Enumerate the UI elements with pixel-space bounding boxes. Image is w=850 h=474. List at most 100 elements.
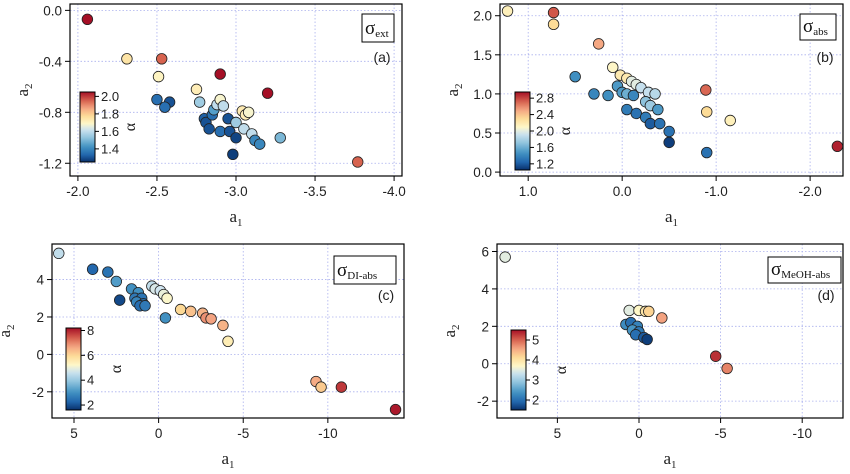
y-tick-label: -2	[32, 385, 44, 400]
data-point	[152, 70, 165, 83]
colorbar-gradient	[65, 327, 82, 411]
data-point	[641, 333, 653, 346]
y-axis-label-subscript: 2	[5, 324, 17, 330]
data-point	[214, 125, 226, 138]
colorbar-gradient	[79, 91, 96, 163]
data-point	[254, 138, 266, 150]
y-tick-label: -2	[477, 394, 489, 409]
data-point	[701, 146, 713, 159]
colorbar-tick-label: 2.4	[536, 107, 554, 122]
data-point	[602, 89, 614, 102]
data-point	[700, 84, 712, 96]
x-tick-label: -10	[792, 426, 812, 441]
data-point	[588, 88, 600, 100]
data-point	[663, 136, 675, 149]
data-point	[721, 362, 733, 375]
data-point	[139, 300, 151, 312]
data-point	[214, 68, 226, 80]
x-tick-label: 5	[70, 426, 78, 441]
data-point	[227, 148, 239, 161]
x-tick-label: -5	[237, 426, 249, 441]
data-point	[652, 103, 664, 116]
colorbar-tick-label: 2	[87, 398, 94, 413]
data-point	[222, 335, 234, 347]
x-tick-label: -5	[715, 426, 727, 441]
y-axis-label-subscript: 2	[453, 83, 465, 89]
data-point	[151, 93, 163, 106]
colorbar-tick-label: 4	[532, 353, 539, 368]
series-label-subscript: abs	[813, 26, 828, 38]
x-axis-label-subscript: 1	[673, 217, 679, 229]
panel-letter: (a)	[373, 49, 390, 65]
colorbar-title: α	[557, 126, 574, 135]
series-label-subscript: DI-abs	[347, 270, 377, 282]
colorbar-tick-label: 1.6	[101, 124, 119, 139]
data-point	[352, 156, 364, 168]
y-axis-label: a2	[13, 83, 35, 96]
series-label-box	[799, 13, 837, 41]
colorbar-tick-label: 2.8	[536, 91, 554, 106]
data-point	[627, 89, 640, 102]
y-tick-label: -1.2	[39, 156, 62, 171]
y-tick-label: -0.8	[39, 105, 62, 120]
series-label-box	[361, 13, 395, 43]
colorbar-tick-label: 4	[87, 373, 94, 388]
data-point	[547, 6, 560, 19]
data-points	[499, 251, 733, 375]
y-tick-label: 0.5	[473, 126, 492, 141]
colorbar-tick-label: 2	[532, 393, 539, 408]
plot-frame	[51, 243, 405, 419]
y-axis-label-subscript: 2	[450, 324, 462, 330]
y-axis-label: a2	[443, 83, 465, 96]
data-point	[113, 294, 126, 306]
x-tick-label: -4.0	[382, 184, 405, 199]
data-point	[569, 71, 581, 83]
data-point	[335, 381, 348, 393]
data-point	[217, 319, 229, 332]
x-axis-label: a1	[221, 449, 234, 471]
y-tick-label: 2	[481, 319, 489, 334]
panel-a: -2.0 -2.5 -3.0 -3.5 -4.0 0.0 -0.4 -0.8 -1.2 a1 a2 1…	[13, 3, 406, 229]
series-label-box	[767, 256, 842, 284]
colorbar-tick-label: 8	[87, 323, 94, 338]
colorbar-tick-label: 1.8	[101, 106, 119, 121]
colorbar: 1.4 1.6 1.8 2.0 α	[79, 89, 139, 163]
series-label-box	[333, 255, 397, 285]
colorbar-tick-label: 6	[87, 348, 94, 363]
data-point	[230, 132, 242, 144]
panel-b: 1.0 0.0 -1.0 -2.00.00.51.01.52.0a1a21.21.62…	[443, 3, 844, 229]
panel-letter: (c)	[378, 287, 394, 303]
data-point	[701, 106, 713, 118]
data-point	[592, 38, 605, 50]
x-tick-label: 0	[155, 426, 163, 441]
x-tick-label: -2.0	[798, 184, 821, 199]
data-point	[242, 106, 255, 118]
data-point	[86, 263, 99, 275]
x-tick-label: 5	[554, 426, 562, 441]
series-label: σext	[365, 18, 389, 40]
y-tick-label: 0	[481, 357, 489, 372]
data-point	[121, 53, 133, 65]
colorbar-tick-label: 2.0	[536, 124, 554, 139]
y-tick-label: 1.0	[473, 87, 492, 102]
y-axis-label-subscript: 2	[23, 83, 35, 89]
data-point	[547, 18, 560, 31]
data-points	[501, 5, 843, 159]
data-point	[102, 266, 114, 278]
data-points	[53, 247, 402, 416]
y-tick-label: 2	[36, 310, 44, 325]
data-point	[643, 305, 655, 318]
data-point	[654, 117, 666, 130]
data-point	[274, 132, 286, 144]
data-point	[205, 313, 217, 325]
x-tick-label: 0	[635, 426, 643, 441]
data-point	[389, 403, 402, 416]
x-tick-label: -1.0	[705, 184, 728, 199]
colorbar-title: α	[108, 364, 125, 373]
data-point	[315, 381, 327, 393]
y-tick-label: 4	[481, 282, 489, 297]
x-axis-label-subscript: 1	[671, 459, 677, 471]
data-point	[607, 61, 619, 74]
y-tick-label: 0.0	[43, 3, 62, 18]
